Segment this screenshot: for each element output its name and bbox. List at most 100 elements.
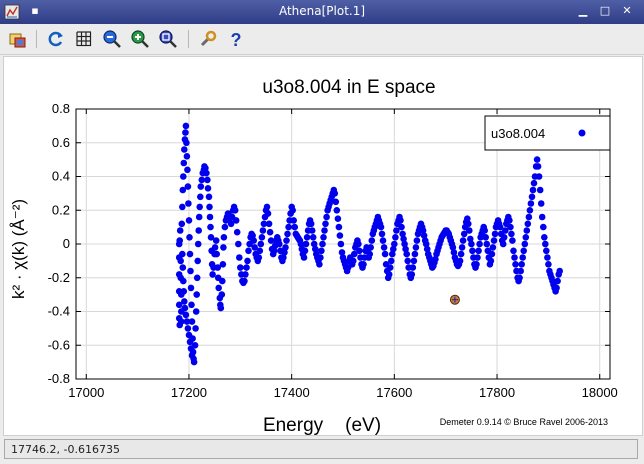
data-point (182, 122, 190, 130)
data-point (397, 217, 404, 224)
data-point (473, 261, 480, 268)
menu-dot-icon[interactable]: ▪ (31, 4, 39, 17)
data-point (242, 271, 249, 278)
data-point (316, 261, 323, 268)
data-point (207, 234, 215, 241)
data-point (195, 213, 203, 221)
data-point (337, 240, 345, 248)
data-point (181, 298, 188, 305)
data-point (432, 255, 439, 263)
data-point (235, 240, 242, 248)
data-point (377, 223, 385, 231)
data-point (310, 240, 318, 248)
data-point (184, 183, 192, 190)
data-point (207, 223, 214, 231)
zoom-out-icon[interactable] (130, 29, 150, 49)
data-point (542, 240, 549, 248)
data-point (195, 227, 202, 234)
data-point (538, 213, 546, 221)
plot-area[interactable]: 17000 17200 17400 17600 17800 18000 -0.8 -0.6 -0… (3, 56, 643, 436)
data-point (554, 277, 561, 285)
zoom-in-icon[interactable] (102, 29, 122, 49)
data-point (507, 223, 514, 231)
data-point (179, 250, 186, 258)
data-point (181, 304, 189, 312)
app-icon[interactable] (4, 4, 20, 20)
legend-box (484, 115, 611, 151)
data-point (526, 207, 534, 214)
data-point (227, 220, 235, 228)
data-point (516, 274, 523, 282)
data-point (399, 230, 406, 238)
window-titlebar[interactable]: ▪ Athena[Plot.1] ▁ □ ✕ (0, 0, 644, 24)
data-point (198, 176, 206, 184)
data-point (508, 230, 515, 238)
data-point (300, 254, 308, 261)
data-point (523, 227, 531, 234)
data-point (186, 250, 194, 258)
data-point (509, 237, 516, 244)
data-point (185, 217, 193, 224)
data-point (204, 185, 212, 192)
data-point (218, 291, 226, 298)
data-point (193, 291, 200, 298)
data-point (483, 240, 491, 248)
data-point (194, 257, 201, 265)
data-point (386, 264, 394, 271)
data-point (176, 227, 184, 234)
data-point (322, 220, 329, 228)
minimize-icon[interactable]: ▁ (578, 4, 588, 17)
data-point (213, 250, 220, 258)
data-point (398, 223, 405, 231)
data-point (487, 257, 495, 265)
data-point (233, 228, 241, 236)
data-point (423, 245, 431, 253)
data-point (183, 318, 191, 325)
data-point (460, 230, 468, 238)
data-point (338, 249, 346, 256)
data-point (290, 217, 298, 224)
close-icon[interactable]: ✕ (622, 4, 632, 17)
data-point (409, 264, 417, 271)
maximize-icon[interactable]: □ (599, 4, 611, 17)
grid-icon[interactable] (74, 29, 94, 49)
data-point (488, 250, 496, 258)
data-point (385, 271, 393, 278)
data-point (257, 240, 265, 248)
data-point (318, 247, 325, 255)
data-point (297, 240, 305, 248)
save-image-icon[interactable] (8, 29, 28, 49)
data-point (419, 227, 427, 234)
data-point (220, 234, 228, 241)
data-point (535, 173, 543, 180)
help-icon[interactable]: ? (226, 29, 246, 49)
data-point (183, 139, 190, 147)
data-point (231, 207, 239, 214)
data-point (282, 244, 289, 251)
data-point (333, 207, 341, 214)
chart[interactable]: 17000 17200 17400 17600 17800 18000 -0.8 -0.6 -0… (4, 57, 642, 435)
data-point (490, 237, 498, 244)
y-tick-label: 0.8 (52, 101, 70, 116)
data-point (464, 215, 471, 222)
data-point (285, 223, 292, 231)
replot-icon[interactable] (46, 29, 66, 49)
data-point (180, 277, 187, 285)
data-point (179, 186, 187, 194)
y-tick-label: 0.4 (52, 169, 70, 184)
configure-icon[interactable] (198, 29, 218, 49)
y-tick-label: 0 (63, 236, 70, 251)
data-point (323, 213, 330, 221)
status-bar: 17746.2, -0.616735 (0, 436, 644, 464)
data-point (410, 257, 418, 265)
data-point (530, 179, 538, 187)
zoom-fit-icon[interactable] (158, 29, 178, 49)
data-point (393, 227, 400, 234)
axis-ticks: 17000 17200 17400 17600 17800 18000 -0.8 -0.6 -0… (48, 101, 618, 400)
y-axis-label: k² · χ(k) (Å⁻²) (9, 199, 28, 299)
data-point (476, 240, 483, 248)
data-point (251, 244, 258, 251)
data-point (556, 267, 563, 275)
data-point (465, 220, 472, 228)
data-point (522, 234, 530, 241)
